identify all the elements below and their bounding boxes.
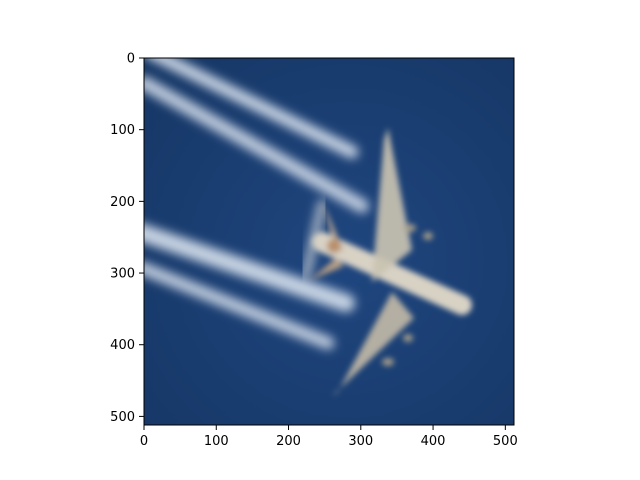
y-axis: 0 100 200 300 400 500: [110, 52, 144, 425]
x-tick-label: 100: [204, 434, 229, 449]
x-tick-label: 400: [421, 434, 446, 449]
x-tick-label: 300: [348, 434, 373, 449]
x-tick-label: 200: [276, 434, 301, 449]
x-tick-label: 500: [493, 434, 518, 449]
contrails-lower: [144, 223, 355, 350]
image: [144, 58, 514, 425]
x-axis: 0 100 200 300 400 500: [140, 425, 518, 449]
y-tick-label: 400: [110, 338, 135, 353]
y-tick-label: 100: [110, 123, 135, 138]
y-tick-label: 300: [110, 267, 135, 282]
contrails-upper: [144, 58, 369, 213]
airplane: [310, 128, 472, 396]
y-tick-label: 200: [110, 195, 135, 210]
y-tick-label: 0: [127, 52, 135, 67]
x-tick-label: 0: [140, 434, 148, 449]
y-tick-label: 500: [110, 410, 135, 425]
axes-frame: [143, 57, 515, 426]
